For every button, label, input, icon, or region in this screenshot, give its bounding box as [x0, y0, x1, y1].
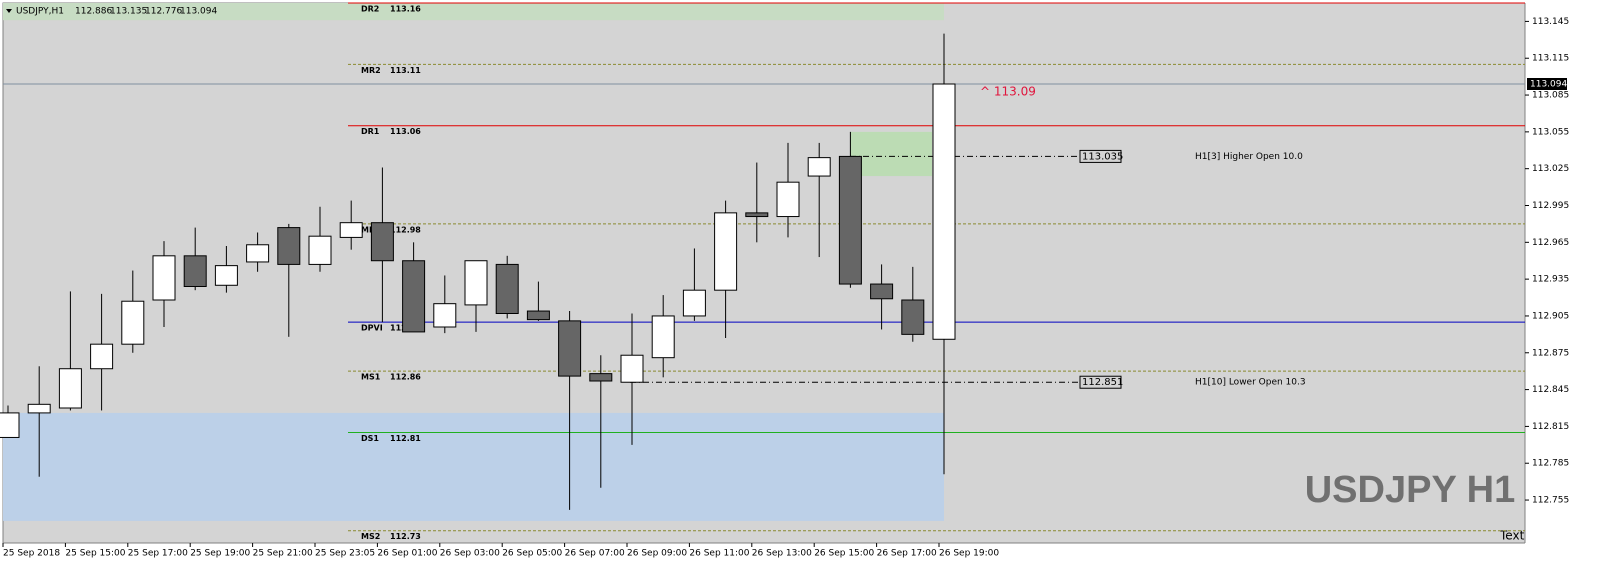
- pivot-value: 112.81: [390, 434, 421, 443]
- marker-value: 112.851: [1082, 377, 1123, 388]
- x-tick-label: 25 Sep 15:00: [65, 549, 125, 559]
- x-tick-label: 26 Sep 07:00: [565, 549, 625, 559]
- candle-body: [277, 227, 301, 265]
- candle-body: [183, 255, 207, 287]
- x-tick-label: 26 Sep 15:00: [814, 549, 874, 559]
- watermark: USDJPY H1: [1305, 469, 1516, 511]
- candle-body: [339, 222, 363, 238]
- header-low: 112.776: [145, 7, 182, 17]
- current-price-label: 113.094: [1530, 80, 1567, 90]
- candle-body: [308, 235, 332, 265]
- header-open: 112.886: [75, 7, 112, 17]
- candle-body: [402, 260, 426, 333]
- candle-body: [464, 260, 488, 306]
- candle-body: [901, 299, 925, 335]
- y-tick-label: 112.755: [1532, 496, 1569, 506]
- candle-body: [776, 181, 800, 218]
- y-tick-label: 113.115: [1532, 54, 1569, 64]
- candle-body: [651, 315, 675, 359]
- y-tick-label: 112.815: [1532, 422, 1569, 432]
- pivot-value: 113.16: [390, 5, 421, 14]
- candle-body: [526, 310, 550, 321]
- header-close: 113.094: [180, 7, 217, 17]
- header: USDJPY,H1 112.886 113.135 112.776 113.09…: [6, 7, 217, 17]
- marker-text: H1[3] Higher Open 10.0: [1195, 152, 1303, 162]
- symbol: USDJPY,H1: [16, 7, 64, 17]
- pivot-name: MR2: [361, 66, 381, 75]
- header-high: 113.135: [110, 7, 147, 17]
- current-price-box: [1527, 78, 1567, 90]
- pivot-value: 112.73: [390, 532, 421, 541]
- time-axis: [0, 544, 1525, 575]
- pivot-value: 112.86: [390, 373, 421, 382]
- candle-body: [870, 283, 894, 300]
- pivot-value: 113.11: [390, 66, 421, 75]
- pivot-value: 112.98: [390, 225, 421, 234]
- y-tick-label: 112.785: [1532, 459, 1569, 469]
- pivot-name: DR2: [361, 5, 379, 14]
- marker-value: 113.035: [1082, 151, 1123, 162]
- price-axis: [1525, 0, 1600, 575]
- pivot-name: DPVI: [361, 324, 383, 333]
- pivot-name: DS1: [361, 434, 379, 443]
- marker-box: [1079, 149, 1122, 163]
- y-tick-label: 112.845: [1532, 385, 1569, 395]
- candle-body: [0, 412, 20, 438]
- zone: [3, 412, 944, 521]
- candle-body: [214, 265, 238, 286]
- candle-body: [370, 222, 394, 262]
- candle-body: [714, 212, 738, 291]
- x-tick-label: 26 Sep 19:00: [939, 549, 999, 559]
- candle-body: [620, 354, 644, 383]
- zone: [850, 131, 932, 177]
- x-tick-label: 26 Sep 09:00: [627, 549, 687, 559]
- candle-body: [27, 403, 51, 414]
- corner-text: Text: [1499, 529, 1525, 543]
- pivot-value: 113.06: [390, 127, 421, 136]
- x-tick-label: 25 Sep 19:00: [190, 549, 250, 559]
- y-tick-label: 112.935: [1532, 275, 1569, 285]
- y-tick-label: 113.025: [1532, 164, 1569, 174]
- candle-body: [90, 343, 114, 370]
- candle-body: [682, 289, 706, 317]
- y-tick-label: 113.085: [1532, 91, 1569, 101]
- x-tick-label: 25 Sep 23:05: [315, 549, 375, 559]
- candle-body: [433, 303, 457, 328]
- pivot-name: MS2: [361, 532, 380, 541]
- candle-body: [807, 157, 831, 177]
- candle-body: [558, 320, 582, 377]
- annotation: ^ 113.09: [980, 85, 1036, 99]
- y-tick-label: 112.995: [1532, 201, 1569, 211]
- candle-body: [121, 300, 145, 345]
- pivot-name: MS1: [361, 373, 381, 382]
- candle-body: [589, 373, 613, 382]
- x-tick-label: 26 Sep 17:00: [877, 549, 937, 559]
- x-tick-label: 26 Sep 03:00: [440, 549, 500, 559]
- menu-arrow: [6, 9, 12, 13]
- y-tick-label: 112.965: [1532, 238, 1569, 248]
- x-tick-label: 26 Sep 05:00: [502, 549, 562, 559]
- candle-body: [745, 212, 769, 218]
- zone: [3, 3, 944, 21]
- y-tick-label: 112.905: [1532, 311, 1569, 321]
- y-tick-label: 113.055: [1532, 127, 1569, 137]
- candle-body: [246, 244, 270, 263]
- candle-body: [58, 368, 82, 409]
- x-tick-label: 26 Sep 11:00: [689, 549, 749, 559]
- pivot-name: DR1: [361, 127, 380, 136]
- y-tick-label: 112.875: [1532, 348, 1569, 358]
- candle-body: [932, 83, 956, 340]
- candle-body: [152, 255, 176, 301]
- marker-text: H1[10] Lower Open 10.3: [1195, 378, 1306, 388]
- x-tick-label: 25 Sep 21:00: [253, 549, 313, 559]
- x-tick-label: 25 Sep 2018: [3, 549, 60, 559]
- y-tick-label: 113.145: [1532, 17, 1569, 27]
- x-tick-label: 26 Sep 01:00: [377, 549, 437, 559]
- candle-body: [838, 155, 862, 285]
- marker-box: [1079, 375, 1122, 389]
- x-tick-label: 26 Sep 13:00: [752, 549, 812, 559]
- candle-body: [495, 263, 519, 314]
- x-tick-label: 25 Sep 17:00: [128, 549, 188, 559]
